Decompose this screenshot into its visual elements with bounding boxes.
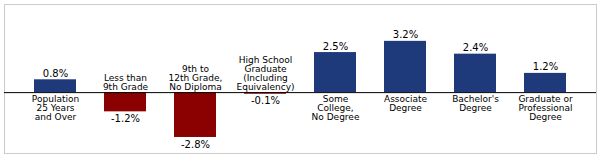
svg-text:1.2%: 1.2% <box>533 61 558 72</box>
svg-text:9th to12th Grade,No Diploma: 9th to12th Grade,No Diploma <box>169 64 223 92</box>
svg-text:Less than9th Grade: Less than9th Grade <box>103 73 149 92</box>
svg-text:Graduate orProfessionalDegree: Graduate orProfessionalDegree <box>518 94 573 122</box>
svg-text:2.5%: 2.5% <box>323 41 348 52</box>
svg-text:3.2%: 3.2% <box>393 29 418 40</box>
svg-text:AssociateDegree: AssociateDegree <box>384 94 428 113</box>
svg-text:Bachelor'sDegree: Bachelor'sDegree <box>452 94 499 113</box>
svg-text:2.4%: 2.4% <box>463 42 488 53</box>
svg-text:0.8%: 0.8% <box>43 68 68 79</box>
svg-text:-0.1%: -0.1% <box>251 95 280 106</box>
svg-text:High SchoolGraduate(IncludingE: High SchoolGraduate(IncludingEquivalency… <box>237 55 295 92</box>
svg-text:Population25 Yearsand Over: Population25 Yearsand Over <box>32 94 79 122</box>
svg-text:SomeCollege,No Degree: SomeCollege,No Degree <box>312 94 360 122</box>
svg-text:-1.2%: -1.2% <box>111 113 140 124</box>
svg-text:-2.8%: -2.8% <box>181 139 210 150</box>
